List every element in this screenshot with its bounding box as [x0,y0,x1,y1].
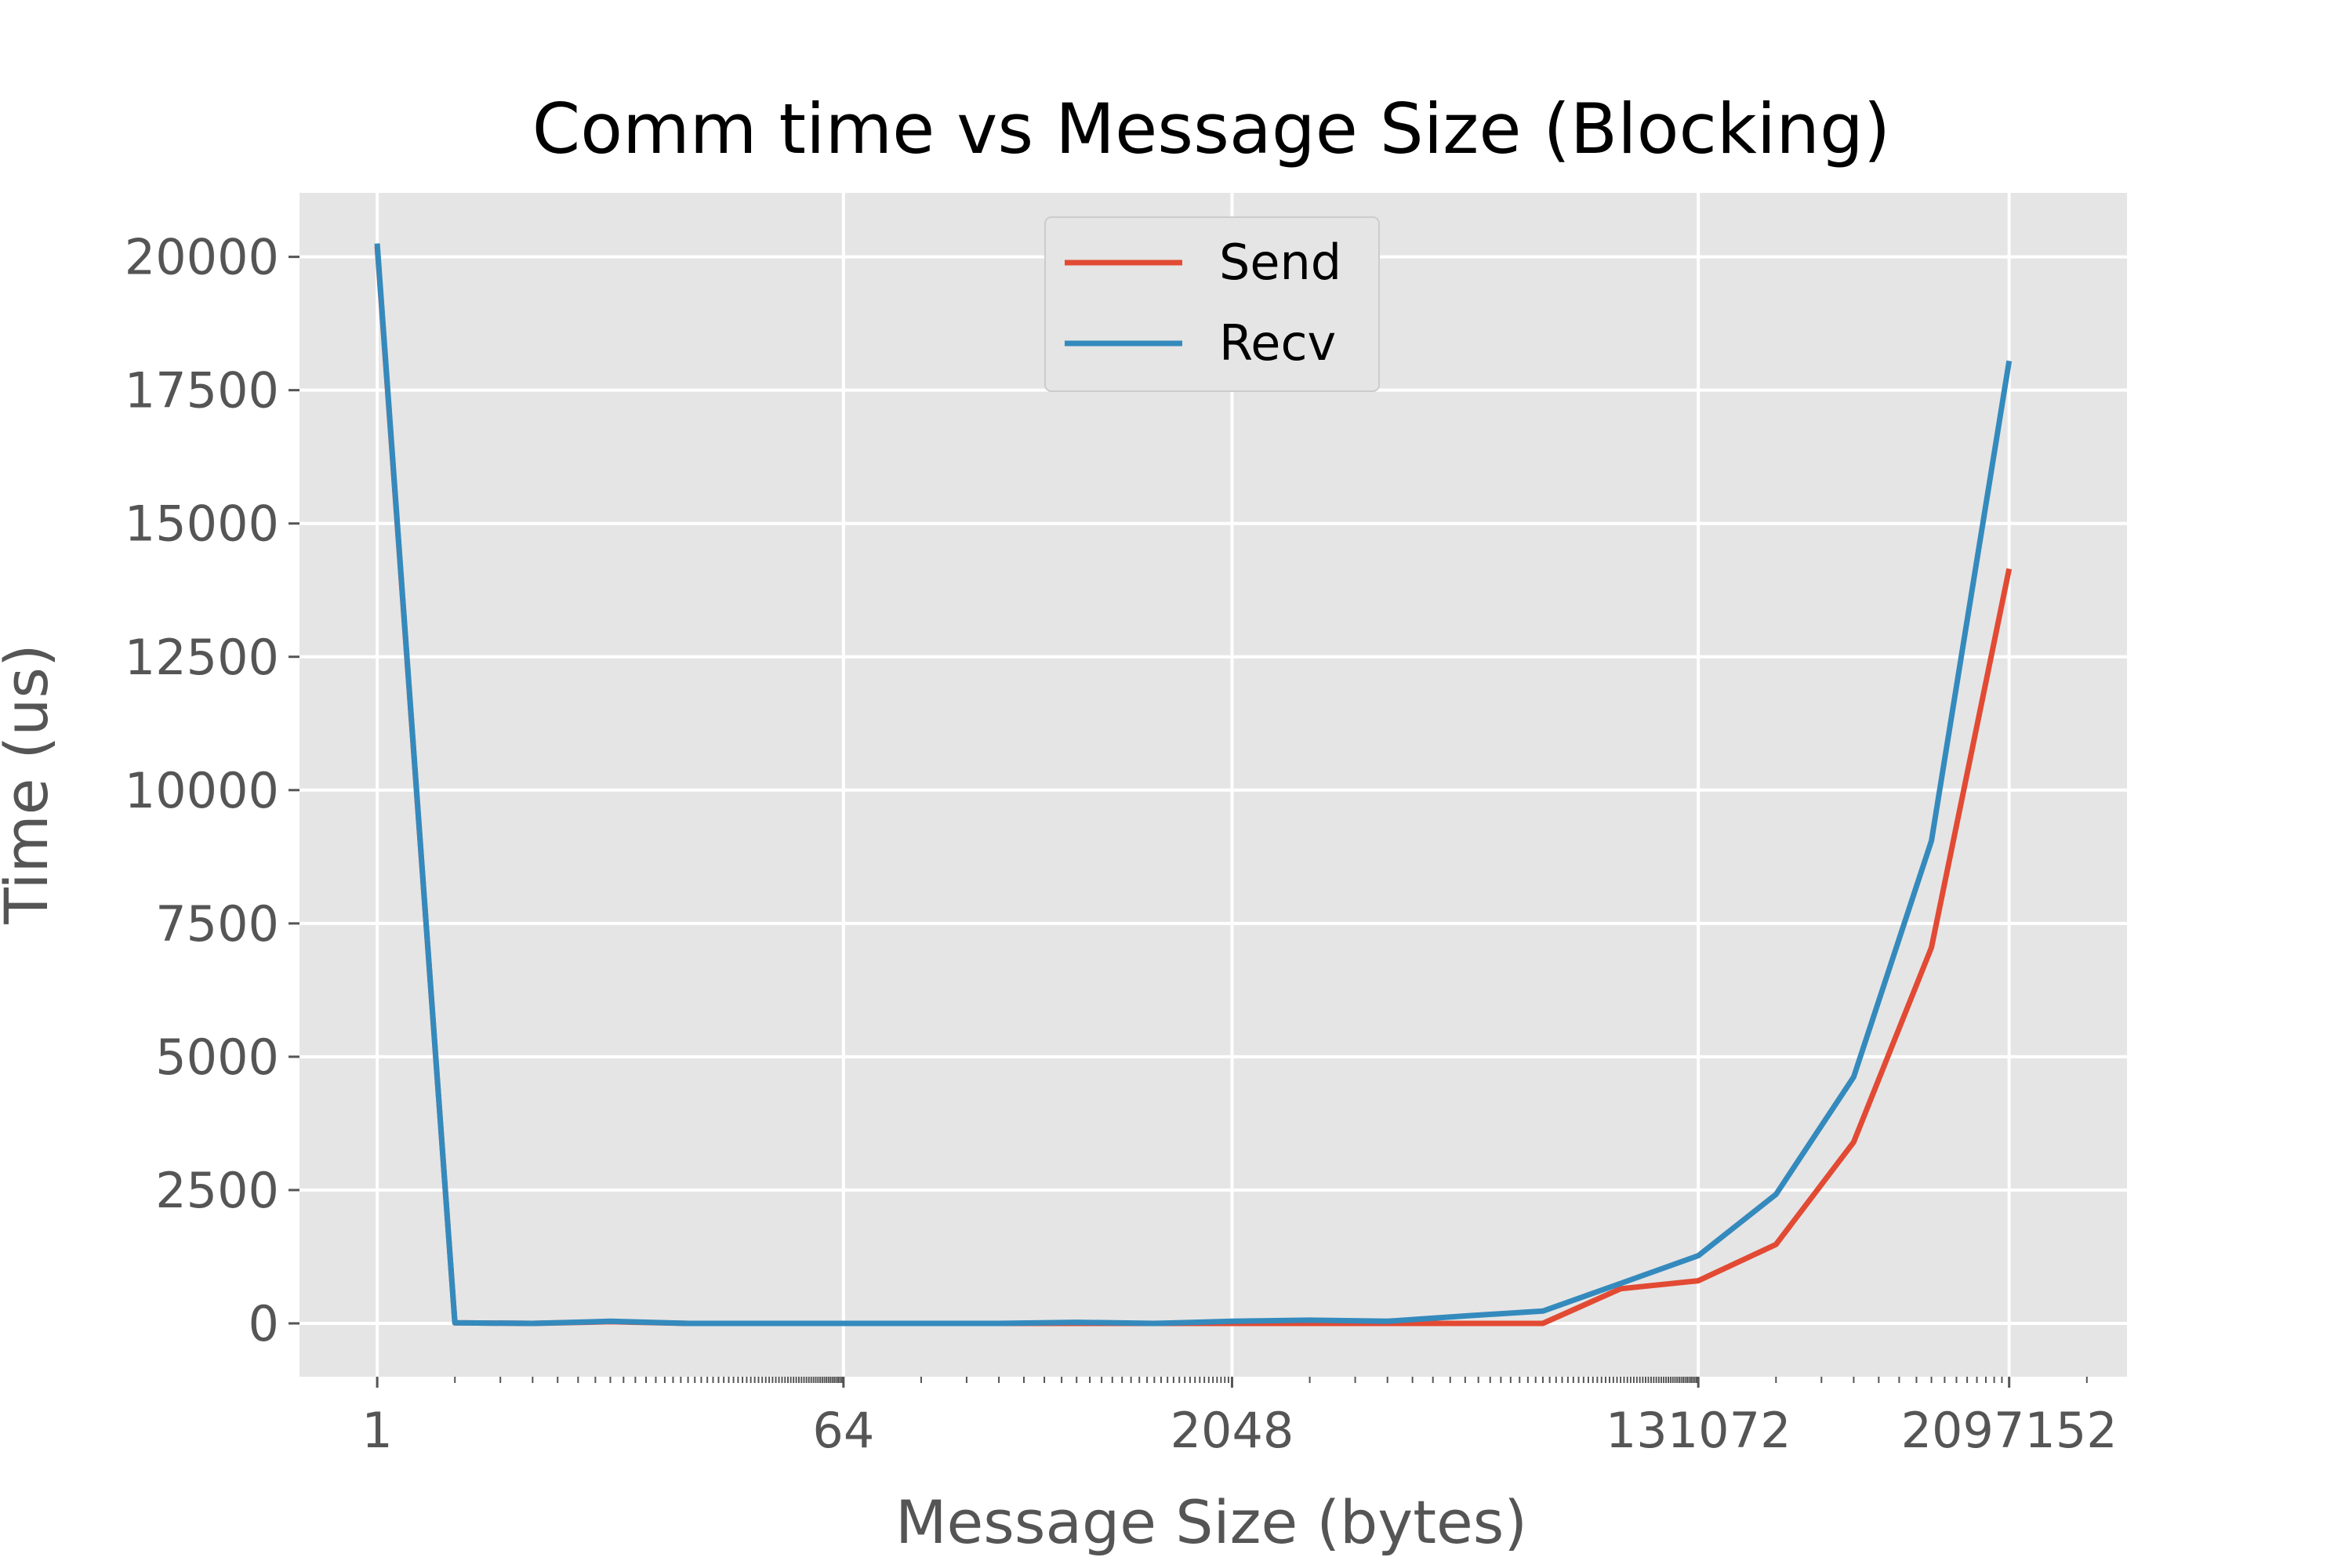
y-tick-label: 15000 [125,495,279,553]
y-axis-ticks: 0 2500 5000 7500 10000 12500 15000 17500 20000 [125,229,299,1352]
legend-label-send: Send [1219,234,1341,291]
x-tick-label: 2048 [1171,1402,1294,1459]
x-tick-label: 1 [361,1402,392,1459]
chart-title: Comm time vs Message Size (Blocking) [532,89,1890,169]
y-tick-label: 5000 [155,1029,279,1086]
x-tick-label: 2097152 [1901,1402,2118,1459]
y-tick-label: 10000 [125,762,279,819]
y-tick-label: 0 [249,1295,279,1352]
x-axis-label: Message Size (bytes) [895,1487,1527,1557]
y-tick-label: 7500 [155,895,279,953]
series-group [374,243,2013,1327]
y-tick-label: 2500 [155,1162,279,1219]
legend-label-recv: Recv [1219,314,1336,372]
x-tick-label: 131072 [1606,1402,1791,1459]
y-axis-label: Time (us) [0,644,61,924]
y-tick-label: 17500 [125,362,279,419]
legend: Send Recv [1044,216,1380,392]
grid [299,193,2127,1377]
y-tick-label: 12500 [125,629,279,686]
y-tick-label: 20000 [125,229,279,286]
x-axis-ticks: 1 64 2048 131072 2097152 [361,1377,2118,1459]
series-line-recv [374,243,2013,1327]
x-tick-label: 64 [812,1402,874,1459]
